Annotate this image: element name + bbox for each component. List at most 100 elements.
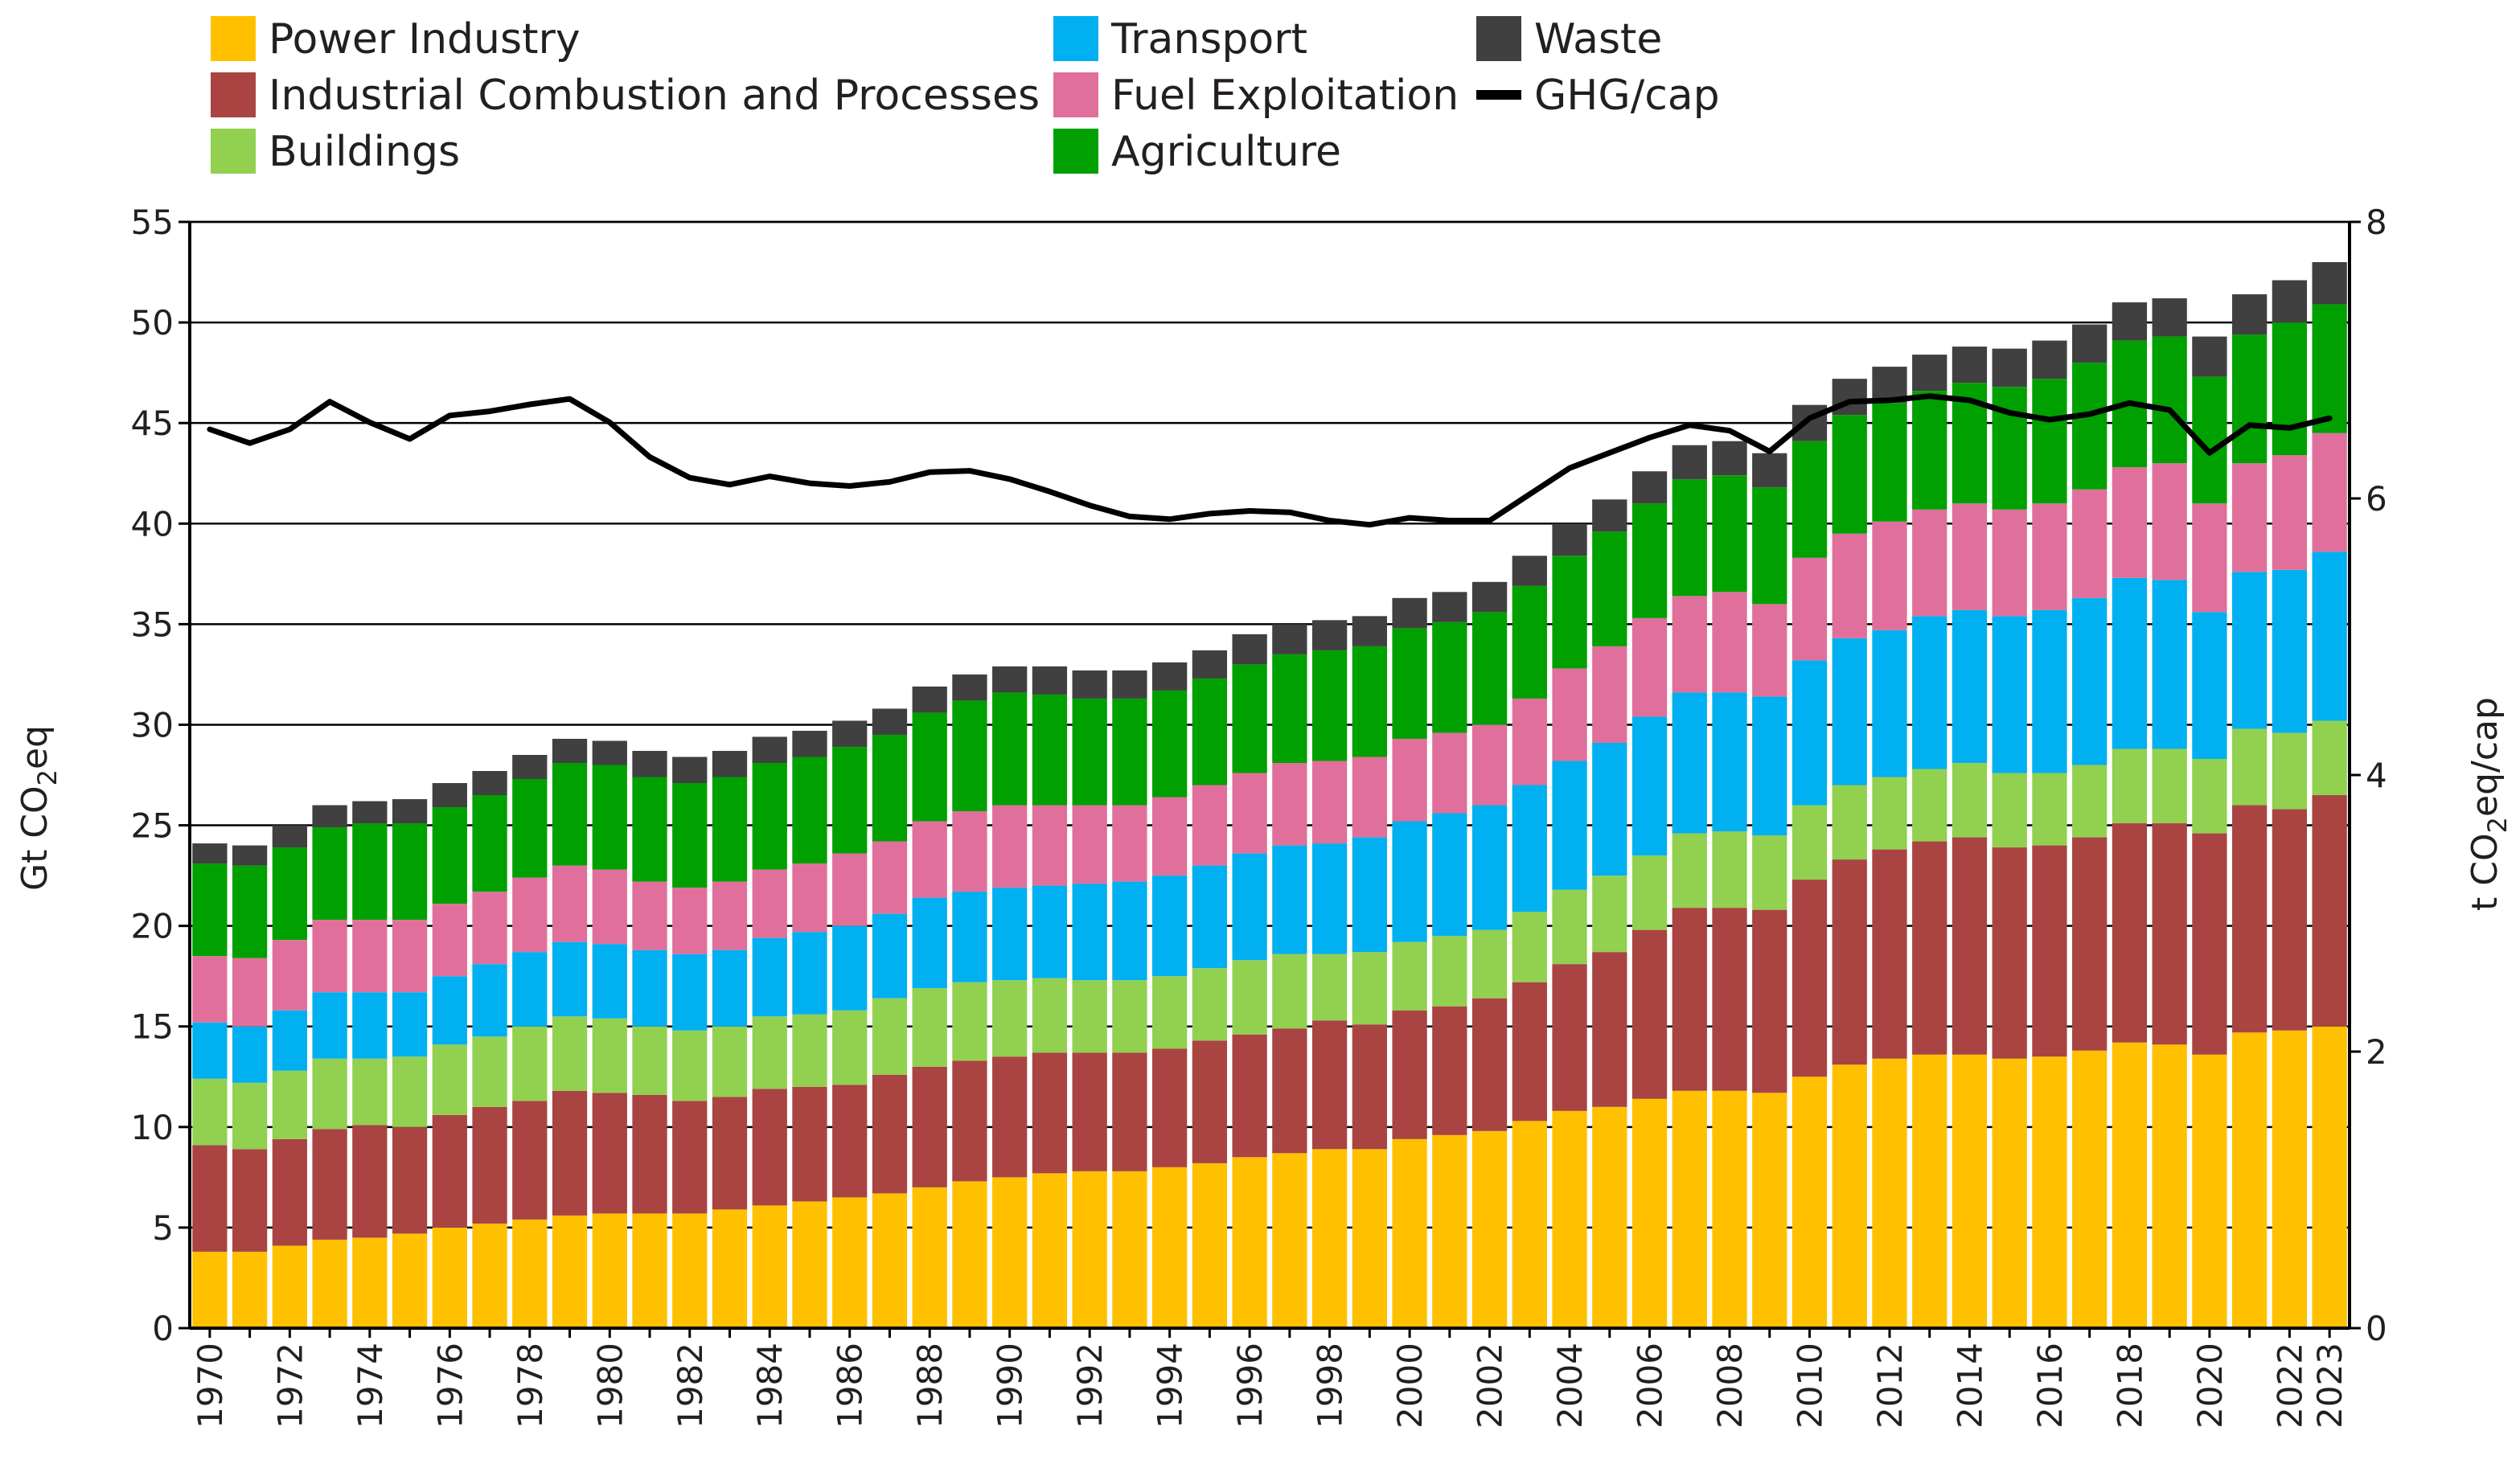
bar-transport-2009 (1752, 696, 1787, 836)
bar-industrial-combustion-and-processes-1981 (632, 1094, 667, 1214)
bar-fuel-exploitation-2018 (2112, 467, 2148, 578)
x-tick-label-2006: 2006 (1631, 1343, 1670, 1429)
bar-agriculture-1982 (672, 783, 708, 888)
bar-fuel-exploitation-2011 (1832, 533, 1867, 638)
bar-power-industry-2023 (2312, 1026, 2347, 1328)
bar-transport-2019 (2152, 580, 2187, 749)
bar-agriculture-1993 (1112, 698, 1147, 806)
x-tick-label-2008: 2008 (1710, 1343, 1750, 1429)
bar-agriculture-1985 (792, 757, 827, 864)
bar-buildings-1983 (712, 1026, 748, 1097)
bar-agriculture-2021 (2232, 334, 2268, 464)
bar-waste-2023 (2312, 262, 2347, 305)
bar-group-1977 (472, 770, 507, 1328)
bar-agriculture-1994 (1152, 690, 1188, 798)
bar-waste-2022 (2272, 280, 2308, 323)
bar-buildings-2010 (1791, 805, 1828, 880)
bar-power-industry-1997 (1272, 1153, 1307, 1328)
bar-group-2023 (2312, 262, 2347, 1328)
legend-item-waste: Waste (1476, 15, 1662, 64)
bar-group-1991 (1032, 666, 1068, 1328)
y2-tick-label-0: 0 (2366, 1309, 2387, 1348)
bar-power-industry-1998 (1311, 1149, 1348, 1328)
bar-fuel-exploitation-1974 (352, 920, 388, 993)
bar-transport-1970 (192, 1022, 228, 1079)
bar-power-industry-2004 (1552, 1110, 1587, 1328)
bar-waste-1983 (712, 750, 748, 777)
bar-power-industry-2003 (1512, 1121, 1547, 1328)
bar-power-industry-1970 (192, 1251, 228, 1328)
bar-transport-2017 (2072, 597, 2108, 765)
bar-fuel-exploitation-1997 (1272, 762, 1307, 846)
bar-buildings-1970 (192, 1078, 228, 1146)
bar-waste-2013 (1912, 355, 1947, 392)
bar-transport-1974 (352, 992, 388, 1059)
bar-waste-1992 (1072, 670, 1107, 699)
bar-transport-2020 (2192, 612, 2227, 759)
bar-group-2004 (1552, 523, 1587, 1328)
bar-fuel-exploitation-2016 (2032, 503, 2067, 610)
bar-group-2013 (1912, 355, 1947, 1328)
y-tick-label-0: 0 (152, 1309, 174, 1348)
bar-industrial-combustion-and-processes-2000 (1392, 1010, 1427, 1139)
bar-waste-1989 (952, 674, 987, 701)
bar-waste-2017 (2072, 324, 2108, 363)
bar-power-industry-1990 (992, 1177, 1028, 1328)
bar-group-2002 (1471, 581, 1508, 1328)
bar-group-2021 (2232, 294, 2268, 1328)
bar-group-2019 (2152, 298, 2187, 1328)
bar-buildings-1997 (1272, 954, 1307, 1029)
bar-fuel-exploitation-1975 (392, 920, 428, 993)
bar-waste-1978 (512, 754, 548, 780)
bar-industrial-combustion-and-processes-1982 (672, 1101, 708, 1214)
bar-industrial-combustion-and-processes-2001 (1432, 1006, 1467, 1135)
bar-fuel-exploitation-1999 (1352, 757, 1387, 838)
bar-group-2007 (1672, 445, 1707, 1328)
bar-waste-1988 (912, 686, 947, 713)
bar-fuel-exploitation-1973 (312, 920, 347, 993)
bar-transport-1999 (1352, 837, 1387, 953)
bar-transport-1975 (392, 992, 428, 1057)
bar-power-industry-2000 (1392, 1138, 1427, 1328)
bar-industrial-combustion-and-processes-1987 (872, 1074, 908, 1194)
bar-waste-2014 (1952, 347, 1988, 383)
bar-transport-2006 (1631, 716, 1668, 856)
bar-industrial-combustion-and-processes-2008 (1712, 908, 1747, 1091)
bar-agriculture-2017 (2072, 363, 2108, 490)
bar-buildings-1988 (912, 988, 947, 1067)
bar-fuel-exploitation-2001 (1432, 732, 1467, 814)
bar-transport-1984 (752, 937, 787, 1017)
x-tick-label-2022: 2022 (2270, 1343, 2309, 1429)
bar-power-industry-2013 (1912, 1054, 1947, 1328)
bar-industrial-combustion-and-processes-1995 (1192, 1040, 1228, 1163)
bar-agriculture-1975 (392, 823, 428, 921)
bar-fuel-exploitation-1990 (992, 805, 1028, 888)
bar-buildings-2002 (1471, 929, 1508, 999)
bar-waste-1987 (872, 708, 908, 735)
legend-item-agriculture: Agriculture (1053, 128, 1341, 176)
bar-fuel-exploitation-1986 (832, 853, 868, 926)
bar-transport-1989 (952, 892, 987, 982)
bar-fuel-exploitation-2008 (1712, 592, 1747, 693)
y-tick-label-55: 55 (131, 203, 174, 242)
y-axis-title-subscript: 2 (32, 769, 63, 785)
x-tick-label-1998: 1998 (1311, 1343, 1350, 1429)
bar-industrial-combustion-and-processes-1998 (1311, 1020, 1348, 1150)
bar-industrial-combustion-and-processes-2005 (1592, 952, 1627, 1107)
bar-fuel-exploitation-1980 (592, 869, 627, 945)
bar-agriculture-2000 (1392, 628, 1427, 739)
bar-buildings-1975 (392, 1056, 428, 1127)
bar-industrial-combustion-and-processes-1979 (552, 1090, 588, 1216)
bar-group-1975 (392, 799, 428, 1328)
legend-item-transport: Transport (1053, 15, 1307, 64)
y-tick-label-40: 40 (131, 504, 174, 543)
x-tick-label-1980: 1980 (590, 1343, 630, 1429)
bar-power-industry-2010 (1791, 1077, 1828, 1328)
bar-agriculture-2003 (1512, 585, 1547, 699)
bar-power-industry-1983 (712, 1209, 748, 1328)
bar-waste-1991 (1032, 666, 1068, 695)
bar-agriculture-2005 (1592, 531, 1627, 646)
bar-industrial-combustion-and-processes-2012 (1872, 849, 1907, 1059)
bar-agriculture-2007 (1672, 479, 1707, 597)
bar-group-1987 (872, 708, 908, 1328)
